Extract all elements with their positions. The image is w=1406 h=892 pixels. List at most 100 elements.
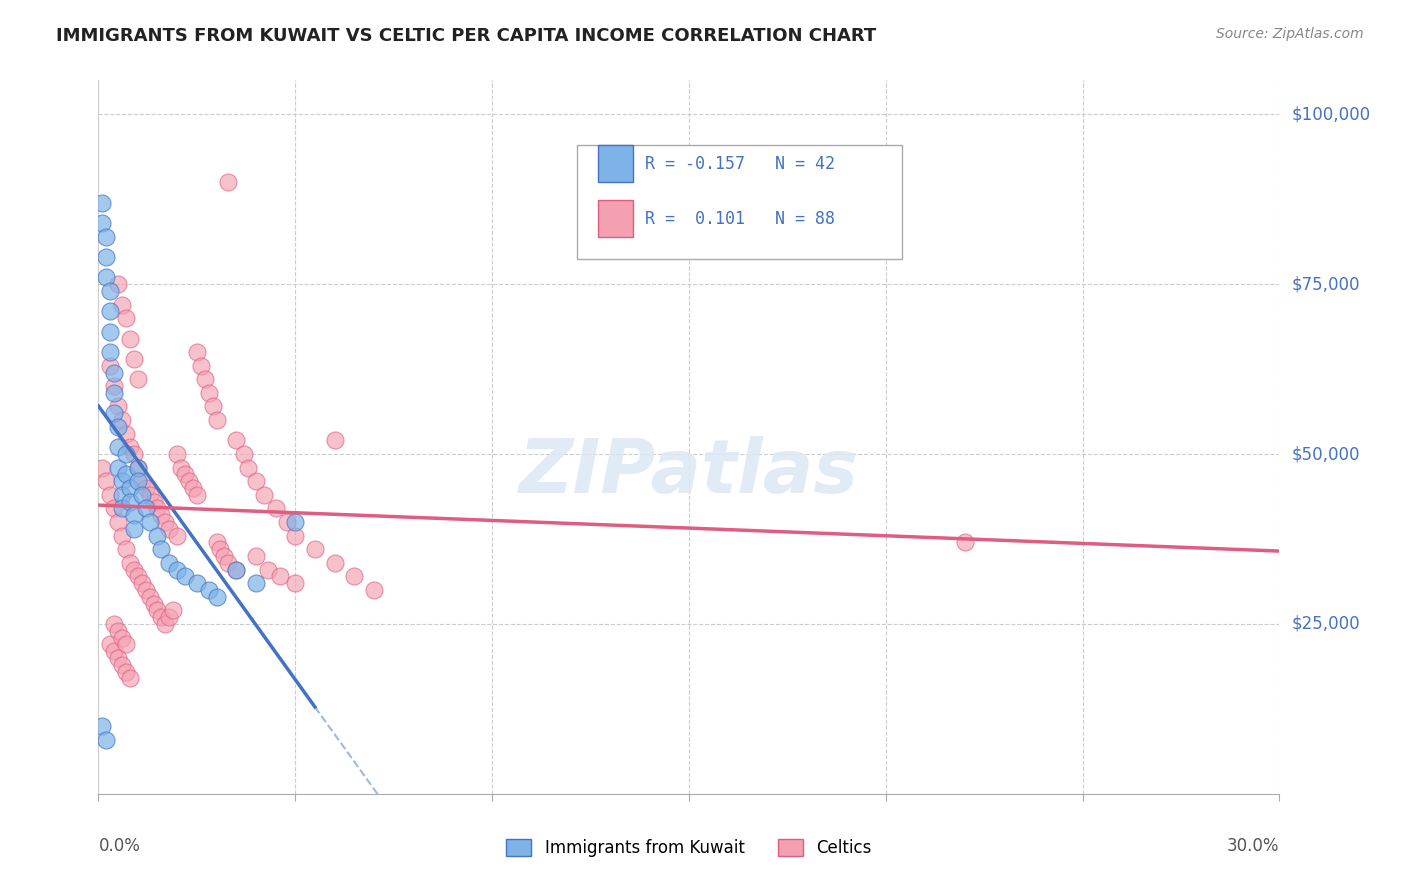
Point bbox=[150, 508, 173, 523]
Point bbox=[276, 515, 298, 529]
Point bbox=[135, 582, 157, 597]
Point bbox=[194, 372, 217, 386]
Point bbox=[122, 522, 145, 536]
Point bbox=[146, 528, 169, 542]
Point bbox=[127, 372, 149, 386]
Point bbox=[225, 563, 247, 577]
Point bbox=[245, 576, 267, 591]
Point bbox=[284, 528, 307, 542]
Point bbox=[190, 359, 212, 373]
Point bbox=[107, 515, 129, 529]
Point bbox=[186, 345, 208, 359]
Point bbox=[96, 229, 118, 244]
Point bbox=[142, 494, 165, 508]
Point bbox=[150, 542, 173, 557]
Point bbox=[131, 475, 153, 489]
Point bbox=[91, 460, 114, 475]
Point bbox=[166, 528, 188, 542]
Point bbox=[142, 597, 165, 611]
Point bbox=[225, 563, 247, 577]
Point bbox=[174, 467, 197, 482]
Bar bbox=[598, 145, 634, 182]
Point bbox=[284, 515, 307, 529]
Point bbox=[115, 311, 138, 326]
Point bbox=[103, 379, 125, 393]
Point bbox=[96, 270, 118, 285]
Point bbox=[115, 426, 138, 441]
Point bbox=[122, 447, 145, 461]
Point bbox=[103, 617, 125, 632]
Point bbox=[118, 481, 141, 495]
Point bbox=[107, 651, 129, 665]
Point bbox=[131, 576, 153, 591]
Point bbox=[107, 460, 129, 475]
Point bbox=[107, 420, 129, 434]
Point bbox=[157, 522, 180, 536]
Point bbox=[284, 576, 307, 591]
Point bbox=[111, 297, 134, 311]
Point bbox=[111, 488, 134, 502]
Point bbox=[157, 556, 180, 570]
Point bbox=[127, 475, 149, 489]
Point bbox=[96, 250, 118, 264]
Point bbox=[91, 216, 114, 230]
Point bbox=[103, 366, 125, 380]
Point bbox=[111, 475, 134, 489]
Point bbox=[122, 351, 145, 366]
Legend: Immigrants from Kuwait, Celtics: Immigrants from Kuwait, Celtics bbox=[499, 832, 879, 864]
Point bbox=[98, 345, 121, 359]
Point bbox=[107, 277, 129, 292]
Point bbox=[323, 434, 346, 448]
Point bbox=[205, 413, 228, 427]
Point bbox=[233, 447, 256, 461]
Point bbox=[236, 460, 259, 475]
Point bbox=[150, 610, 173, 624]
Point bbox=[253, 488, 276, 502]
Point bbox=[115, 467, 138, 482]
Point bbox=[103, 501, 125, 516]
Point bbox=[115, 665, 138, 679]
Point bbox=[245, 475, 267, 489]
Point bbox=[363, 582, 385, 597]
Point bbox=[155, 617, 177, 632]
Point bbox=[103, 385, 125, 400]
Point bbox=[115, 542, 138, 557]
Text: R = -0.157   N = 42: R = -0.157 N = 42 bbox=[645, 155, 835, 173]
Point bbox=[269, 569, 291, 583]
Text: 0.0%: 0.0% bbox=[98, 837, 141, 855]
Point bbox=[205, 590, 228, 604]
Point bbox=[98, 488, 121, 502]
Point bbox=[91, 719, 114, 733]
Point bbox=[174, 569, 197, 583]
Point bbox=[115, 637, 138, 651]
Point bbox=[209, 542, 232, 557]
Point bbox=[98, 284, 121, 298]
Text: 30.0%: 30.0% bbox=[1227, 837, 1279, 855]
Text: $50,000: $50,000 bbox=[1291, 445, 1360, 463]
Point bbox=[323, 556, 346, 570]
Point bbox=[138, 515, 160, 529]
Point bbox=[111, 501, 134, 516]
Point bbox=[118, 671, 141, 685]
Point bbox=[131, 488, 153, 502]
Text: R =  0.101   N = 88: R = 0.101 N = 88 bbox=[645, 210, 835, 227]
Point bbox=[225, 434, 247, 448]
Bar bbox=[598, 200, 634, 237]
Point bbox=[953, 535, 976, 549]
Point bbox=[127, 569, 149, 583]
Point bbox=[138, 590, 160, 604]
Point bbox=[107, 624, 129, 638]
Point bbox=[157, 610, 180, 624]
Point bbox=[245, 549, 267, 563]
Point bbox=[166, 447, 188, 461]
Point bbox=[177, 475, 200, 489]
Point bbox=[205, 535, 228, 549]
Point bbox=[197, 582, 219, 597]
Point bbox=[118, 440, 141, 454]
Point bbox=[256, 563, 278, 577]
Point bbox=[111, 631, 134, 645]
Point bbox=[122, 508, 145, 523]
Point bbox=[146, 603, 169, 617]
Point bbox=[201, 400, 224, 414]
Point bbox=[127, 460, 149, 475]
